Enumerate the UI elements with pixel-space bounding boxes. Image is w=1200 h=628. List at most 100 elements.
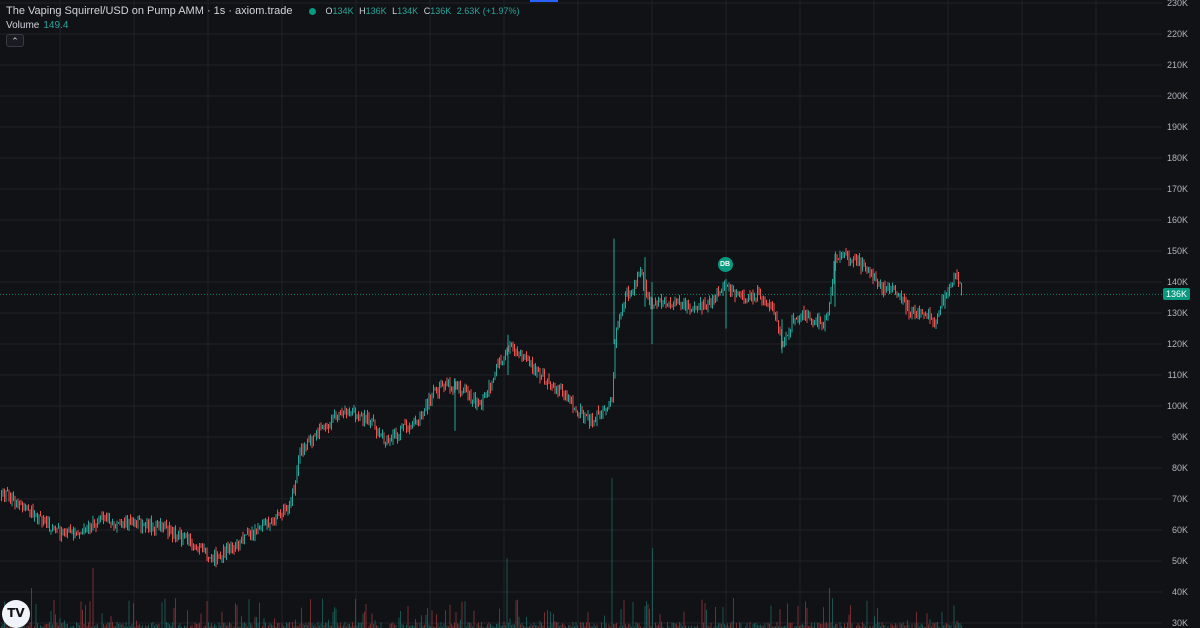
volume-bar: [814, 622, 815, 628]
volume-bar: [556, 622, 557, 628]
volume-bar: [563, 624, 565, 628]
volume-bar: [92, 568, 94, 628]
volume-bar: [83, 624, 85, 628]
volume-bar: [5, 623, 7, 628]
volume-bar: [961, 625, 962, 628]
volume-bar: [364, 611, 365, 628]
volume-bar: [527, 626, 529, 628]
volume-bar: [791, 622, 793, 628]
volume-bar: [421, 615, 422, 628]
volume-bar: [557, 622, 559, 628]
volume-bar: [322, 598, 323, 628]
volume-bar: [521, 623, 523, 628]
volume-bar: [323, 625, 325, 628]
volume-bar: [605, 623, 607, 628]
volume-bar: [454, 622, 455, 628]
volume-bar: [371, 613, 373, 628]
volume-bar: [77, 623, 79, 628]
volume-bar: [491, 625, 493, 628]
volume-bar: [544, 612, 545, 628]
volume-bar: [656, 625, 658, 628]
collapse-legend-button[interactable]: ⌃: [6, 34, 24, 47]
volume-bar: [146, 626, 148, 628]
volume-bar: [562, 623, 563, 628]
volume-bar: [449, 604, 451, 628]
volume-bar: [256, 616, 257, 628]
volume-bar: [197, 623, 199, 628]
volume-bar: [509, 618, 511, 628]
volume-bar: [835, 624, 836, 628]
volume-bar: [652, 548, 653, 628]
volume-bar: [416, 622, 418, 628]
volume-bar: [340, 622, 341, 628]
volume-bar: [490, 624, 491, 628]
volume-bar: [268, 625, 269, 628]
volume-bar: [553, 613, 554, 628]
volume-bar: [764, 623, 766, 628]
volume-bar: [649, 608, 650, 628]
volume-bar: [434, 626, 436, 628]
volume-bar: [574, 626, 575, 628]
volume-bar: [536, 625, 538, 628]
volume-bar: [593, 623, 595, 628]
volume-bar: [233, 626, 235, 628]
volume-bar: [769, 623, 770, 628]
volume-bar: [277, 623, 278, 628]
volume-bar: [676, 623, 677, 628]
volume-bar: [701, 599, 703, 628]
volume-bar: [64, 620, 65, 628]
volume-bar: [661, 621, 662, 628]
volume-bar: [832, 598, 833, 628]
price-axis-tick: 140K: [1166, 277, 1188, 287]
volume-bar: [646, 601, 647, 628]
volume-bar: [902, 622, 904, 628]
volume-bar: [650, 625, 652, 628]
volume-bar: [532, 625, 533, 628]
volume-bar: [115, 626, 116, 628]
volume-bar: [812, 626, 814, 628]
volume-bar: [836, 623, 838, 628]
volume-bar: [572, 622, 574, 628]
volume-bar: [347, 623, 349, 628]
volume-bar: [956, 620, 958, 628]
volume-bar: [671, 622, 673, 628]
volume-bar: [878, 622, 880, 628]
volume-bar: [823, 607, 824, 628]
volume-bar: [776, 622, 778, 628]
volume-bar: [235, 603, 236, 628]
volume-bar: [448, 626, 449, 628]
volume-bar: [883, 625, 884, 628]
volume-bar: [928, 624, 929, 628]
volume-bar: [283, 625, 284, 628]
volume-bar: [731, 621, 733, 628]
volume-bar: [400, 610, 401, 628]
volume-bar: [185, 626, 187, 628]
tradingview-logo[interactable]: TV: [2, 600, 30, 628]
volume-bar: [596, 624, 598, 628]
symbol-title[interactable]: The Vaping Squirrel/USD on Pump AMM · 1s…: [6, 5, 293, 17]
volume-bar: [796, 626, 797, 628]
volume-bar: [455, 612, 457, 628]
volume-bar: [770, 605, 772, 628]
volume-bar: [37, 622, 38, 628]
volume-bar: [106, 624, 107, 628]
volume-bar: [496, 623, 497, 628]
low-value: 134K: [397, 6, 419, 16]
volume-bar: [752, 624, 754, 628]
volume-bar: [116, 622, 118, 628]
volume-bar: [121, 624, 122, 628]
open-label: O: [325, 6, 333, 16]
volume-bar: [551, 623, 553, 628]
volume-bar: [533, 622, 535, 628]
volume-bar: [59, 618, 61, 628]
db-marker[interactable]: DB: [717, 257, 733, 273]
volume-bar: [542, 625, 544, 628]
volume-bar: [707, 625, 709, 628]
volume-bar: [113, 625, 115, 628]
volume-bar: [370, 623, 371, 628]
volume-bar: [209, 626, 211, 628]
volume-bar: [317, 622, 319, 628]
volume-bar: [395, 624, 397, 628]
